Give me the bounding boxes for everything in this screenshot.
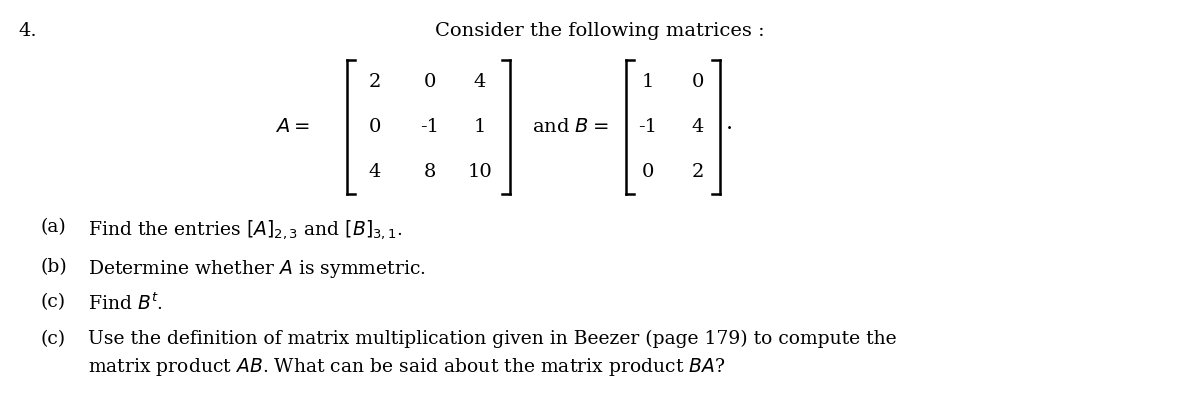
Text: 1: 1 xyxy=(642,73,654,91)
Text: 2: 2 xyxy=(692,163,704,181)
Text: 1: 1 xyxy=(474,118,486,136)
Text: $A = $: $A = $ xyxy=(276,118,310,136)
Text: 0: 0 xyxy=(368,118,382,136)
Text: Determine whether $A$ is symmetric.: Determine whether $A$ is symmetric. xyxy=(88,258,426,280)
Text: Find $B^t$.: Find $B^t$. xyxy=(88,293,163,315)
Text: and $B = $: and $B = $ xyxy=(532,118,608,136)
Text: (b): (b) xyxy=(40,258,67,276)
Text: Consider the following matrices :: Consider the following matrices : xyxy=(436,22,764,40)
Text: 4: 4 xyxy=(474,73,486,91)
Text: -1: -1 xyxy=(638,118,658,136)
Text: 8: 8 xyxy=(424,163,436,181)
Text: 4: 4 xyxy=(368,163,382,181)
Text: 0: 0 xyxy=(642,163,654,181)
Text: .: . xyxy=(726,112,733,134)
Text: 0: 0 xyxy=(692,73,704,91)
Text: 0: 0 xyxy=(424,73,436,91)
Text: (c): (c) xyxy=(40,293,65,311)
Text: 4.: 4. xyxy=(18,22,37,40)
Text: 2: 2 xyxy=(368,73,382,91)
Text: 10: 10 xyxy=(468,163,492,181)
Text: Find the entries $[A]_{2,3}$ and $[B]_{3,1}$.: Find the entries $[A]_{2,3}$ and $[B]_{3… xyxy=(88,218,403,241)
Text: 4: 4 xyxy=(692,118,704,136)
Text: (c): (c) xyxy=(40,330,65,348)
Text: (a): (a) xyxy=(40,218,66,236)
Text: -1: -1 xyxy=(420,118,439,136)
Text: Use the definition of matrix multiplication given in Beezer (page 179) to comput: Use the definition of matrix multiplicat… xyxy=(88,330,896,378)
